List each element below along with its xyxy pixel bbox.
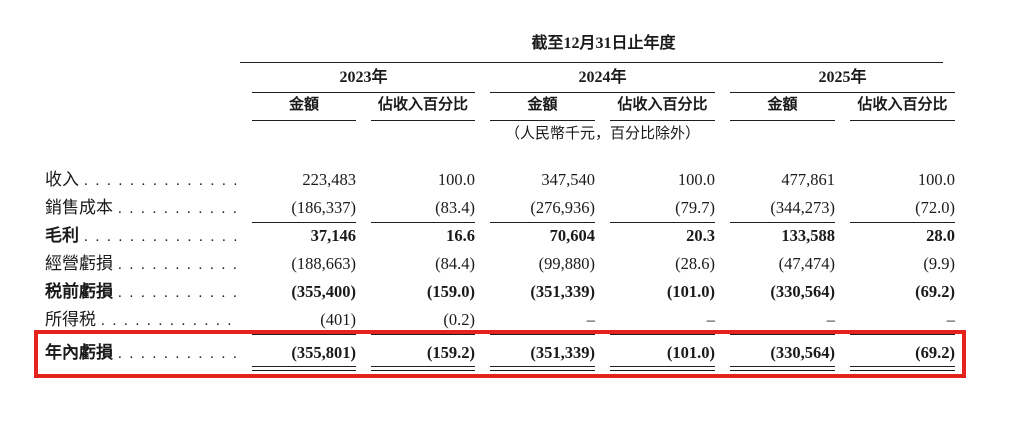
cell-value: – xyxy=(850,306,955,335)
income-statement-table: 截至12月31日止年度 2023年 2024年 2025年 金額 佔收入百分比 … xyxy=(45,34,955,371)
row-label: 税前虧損 . . . . . . . . . . . . . . . . . .… xyxy=(45,278,237,306)
cell-value: 100.0 xyxy=(677,170,715,189)
year-header-row: 2023年 2024年 2025年 xyxy=(45,68,955,93)
unit-note: （人民幣千元，百分比除外） xyxy=(504,126,700,142)
cell-value: 37,146 xyxy=(310,226,356,245)
row-label: 收入 . . . . . . . . . . . . . . . . . . .… xyxy=(45,166,237,194)
table-row-gross-profit: 毛利 . . . . . . . . . . . . . . . . . . .… xyxy=(45,222,955,250)
cell-value: (72.0) xyxy=(850,194,955,223)
cell-value: (276,936) xyxy=(490,194,595,223)
cell-value: 223,483 xyxy=(302,170,356,189)
cell-value: 133,588 xyxy=(781,226,835,245)
subheader-percent-2025: 佔收入百分比 xyxy=(850,97,955,121)
year-header-2025: 2025年 xyxy=(730,68,955,93)
row-label-text: 收入 xyxy=(45,170,79,189)
cell-value: (79.7) xyxy=(610,194,715,223)
cell-value: (9.9) xyxy=(923,254,955,273)
table-row-cost-of-sales: 銷售成本 . . . . . . . . . . . . . . . . . .… xyxy=(45,194,955,223)
cell-value: (159.0) xyxy=(426,282,475,301)
table-row-loss-for-the-year: 年內虧損 . . . . . . . . . . . . . . . . . .… xyxy=(45,340,955,371)
subheader-percent-2024: 佔收入百分比 xyxy=(610,97,715,121)
cell-value: (330,564) xyxy=(730,340,835,371)
cell-value: (101.0) xyxy=(666,282,715,301)
subheader-amount-2024: 金額 xyxy=(490,97,595,121)
row-label: 經營虧損 . . . . . . . . . . . . . . . . . .… xyxy=(45,250,237,278)
cell-value: – xyxy=(730,306,835,335)
dot-leader: . . . . . . . . . . . . . . . . . . . . … xyxy=(118,201,237,217)
cell-value: 100.0 xyxy=(437,170,475,189)
cell-value: (0.2) xyxy=(371,306,475,335)
cell-value: (351,339) xyxy=(490,340,595,371)
cell-value: (159.2) xyxy=(371,340,475,371)
table-title-row: 截至12月31日止年度 xyxy=(45,34,955,63)
cell-value: (330,564) xyxy=(770,282,835,301)
cell-value: (355,400) xyxy=(291,282,356,301)
row-label-text: 税前虧損 xyxy=(45,282,113,301)
dot-leader: . . . . . . . . . . . . . . . . . . . . … xyxy=(84,229,237,245)
cell-value: (99,880) xyxy=(538,254,595,273)
cell-value: (28.6) xyxy=(675,254,715,273)
row-label: 銷售成本 . . . . . . . . . . . . . . . . . .… xyxy=(45,194,237,223)
cell-value: 477,861 xyxy=(781,170,835,189)
dot-leader: . . . . . . . . . . . . . . . . . . . . … xyxy=(118,257,237,273)
table-row-operating-loss: 經營虧損 . . . . . . . . . . . . . . . . . .… xyxy=(45,250,955,278)
subheader-amount-2025: 金額 xyxy=(730,97,835,121)
cell-value: (84.4) xyxy=(435,254,475,273)
subheader-percent-2023: 佔收入百分比 xyxy=(371,97,475,121)
dot-leader: . . . . . . . . . . . . . . . . . . . . … xyxy=(84,173,237,189)
cell-value: (69.2) xyxy=(850,340,955,371)
row-label-text: 經營虧損 xyxy=(45,254,113,273)
subheader-row: 金額 佔收入百分比 金額 佔收入百分比 金額 佔收入百分比 xyxy=(45,97,955,121)
cell-value: 100.0 xyxy=(917,170,955,189)
cell-value: 70,604 xyxy=(549,226,595,245)
row-label: 所得税 . . . . . . . . . . . . . . . . . . … xyxy=(45,306,237,335)
dot-leader: . . . . . . . . . . . . . . . . . . . . … xyxy=(118,346,237,362)
unit-note-row: （人民幣千元，百分比除外） xyxy=(45,126,955,143)
cell-value: (351,339) xyxy=(530,282,595,301)
cell-value: (47,474) xyxy=(778,254,835,273)
cell-value: 347,540 xyxy=(541,170,595,189)
cell-value: (101.0) xyxy=(610,340,715,371)
table-row-income-tax: 所得税 . . . . . . . . . . . . . . . . . . … xyxy=(45,306,955,335)
row-label-text: 銷售成本 xyxy=(45,198,113,217)
table-title-text: 截至12月31日止年度 xyxy=(531,35,676,52)
table-row-loss-before-tax: 税前虧損 . . . . . . . . . . . . . . . . . .… xyxy=(45,278,955,306)
cell-value: – xyxy=(610,306,715,335)
dot-leader: . . . . . . . . . . . . . . . . . . . . … xyxy=(101,313,237,329)
row-label-text: 毛利 xyxy=(45,226,79,245)
cell-value: 16.6 xyxy=(446,226,475,245)
row-label-text: 年內虧損 xyxy=(45,343,113,362)
cell-value: (186,337) xyxy=(252,194,356,223)
year-header-2023: 2023年 xyxy=(252,68,475,93)
row-label: 毛利 . . . . . . . . . . . . . . . . . . .… xyxy=(45,222,237,250)
dot-leader: . . . . . . . . . . . . . . . . . . . . … xyxy=(118,285,237,301)
cell-value: – xyxy=(490,306,595,335)
cell-value: 20.3 xyxy=(686,226,715,245)
cell-value: (344,273) xyxy=(730,194,835,223)
cell-value: (69.2) xyxy=(915,282,955,301)
table-title: 截至12月31日止年度 xyxy=(240,34,943,63)
row-label: 年內虧損 . . . . . . . . . . . . . . . . . .… xyxy=(45,340,237,367)
cell-value: 28.0 xyxy=(926,226,955,245)
row-label-text: 所得税 xyxy=(45,310,96,329)
table-row-revenue: 收入 . . . . . . . . . . . . . . . . . . .… xyxy=(45,166,955,194)
year-header-2024: 2024年 xyxy=(490,68,715,93)
cell-value: (188,663) xyxy=(291,254,356,273)
cell-value: (83.4) xyxy=(371,194,475,223)
cell-value: (355,801) xyxy=(252,340,356,371)
subheader-amount-2023: 金額 xyxy=(252,97,356,121)
cell-value: (401) xyxy=(252,306,356,335)
